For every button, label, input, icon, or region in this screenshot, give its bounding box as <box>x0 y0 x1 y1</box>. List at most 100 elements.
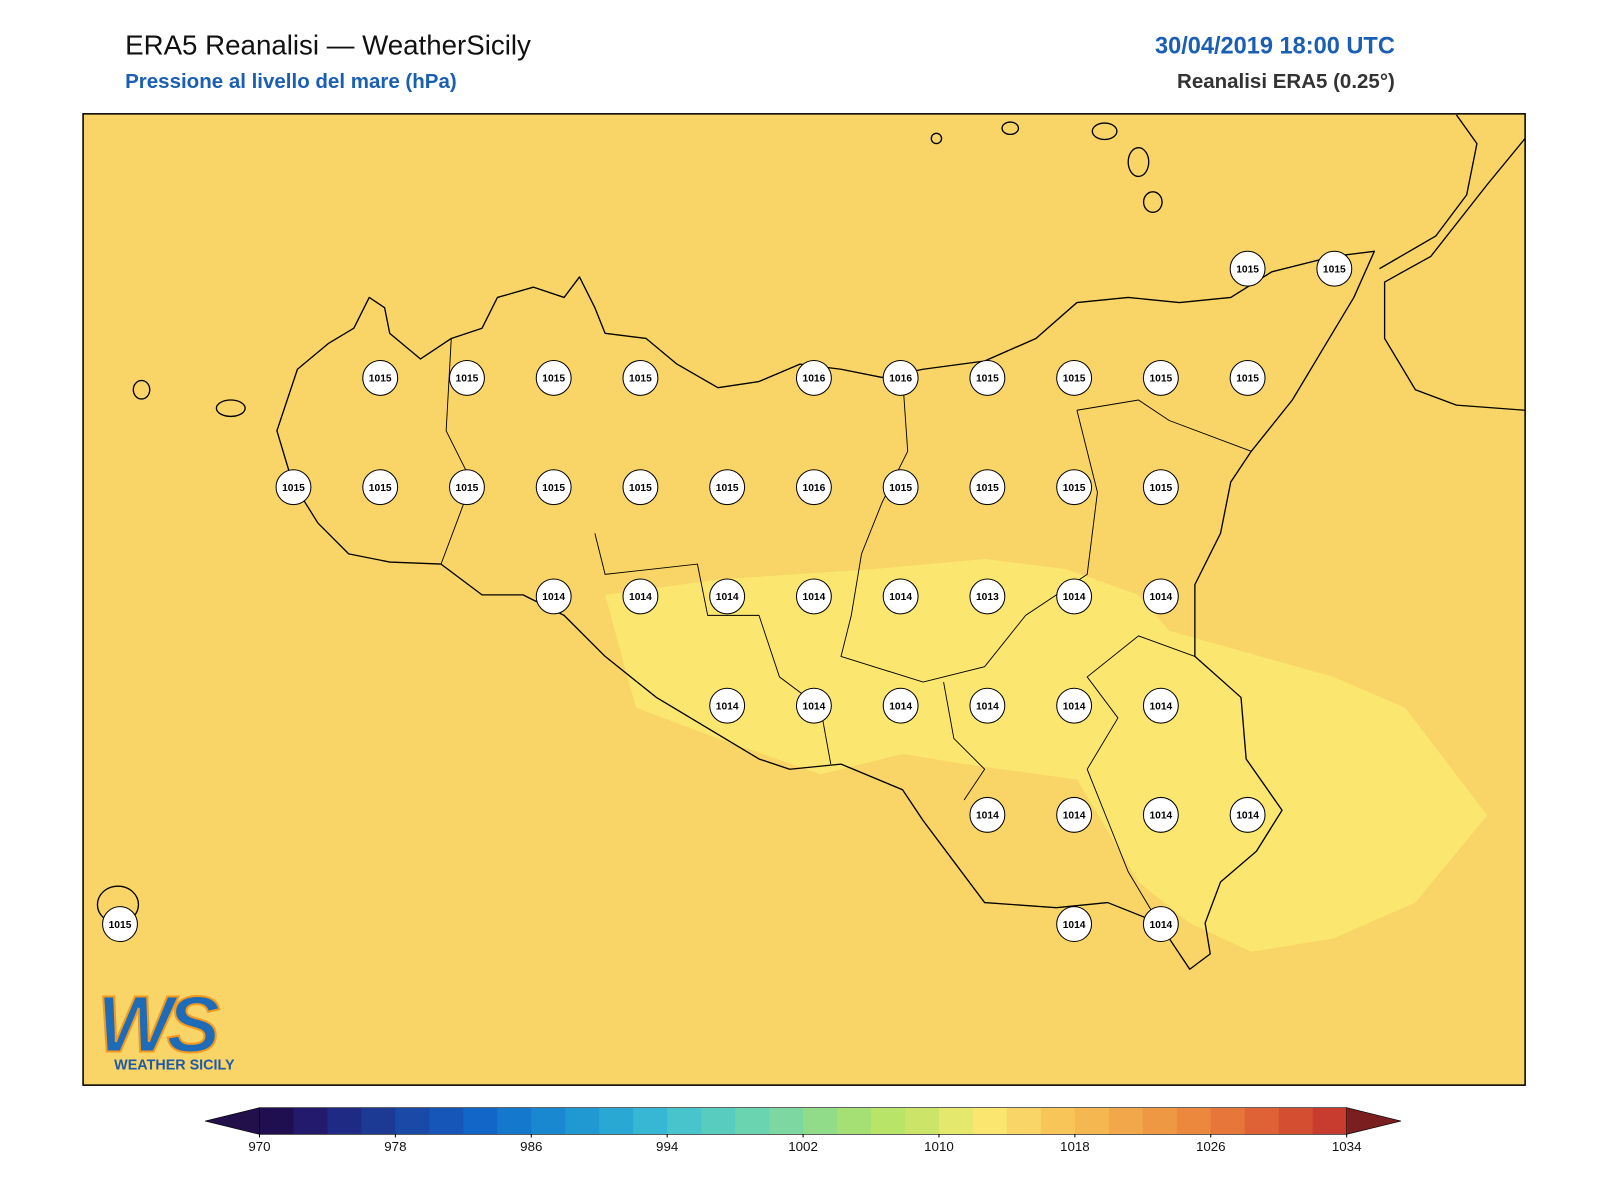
station-value: 1015 <box>629 483 652 494</box>
station-marker <box>622 359 659 396</box>
station-value: 1014 <box>1063 920 1086 931</box>
station-marker <box>1142 687 1179 724</box>
colorbar-swatch <box>871 1107 906 1135</box>
station-marker <box>1316 250 1353 287</box>
island <box>1142 191 1163 213</box>
station-value: 1015 <box>629 374 652 385</box>
station-value: 1014 <box>889 701 912 712</box>
station-value: 1013 <box>976 592 999 603</box>
station-value: 1015 <box>456 483 479 494</box>
station-marker <box>535 359 572 396</box>
station-marker <box>1056 687 1093 724</box>
colorbar-swatch <box>667 1107 702 1135</box>
station-value: 1014 <box>1149 592 1172 603</box>
colorbar-tick-label: 1002 <box>788 1139 818 1154</box>
station-value: 1014 <box>542 592 565 603</box>
station-marker <box>362 359 399 396</box>
station-marker <box>1056 578 1093 615</box>
station-marker <box>709 578 746 615</box>
colorbar-swatch <box>1074 1107 1110 1135</box>
station-value: 1015 <box>369 374 392 385</box>
island <box>1091 122 1118 141</box>
station-marker <box>1142 796 1179 833</box>
station-value: 1014 <box>976 811 999 822</box>
station-value: 1015 <box>1063 374 1086 385</box>
station-layer: 1015 1015 1015 1015 1015 1015 1016 1016 1015 1015… <box>102 250 1353 943</box>
colorbar-tick-label: 986 <box>520 1139 542 1154</box>
station-value: 1014 <box>803 701 826 712</box>
sicily-coast <box>276 250 1376 970</box>
logo-mark: WS <box>97 979 219 1068</box>
colorbar-tick-label: 970 <box>248 1139 270 1154</box>
station-marker <box>622 578 659 615</box>
colorbar-tick-label: 1018 <box>1060 1139 1090 1154</box>
station-marker <box>1142 359 1179 396</box>
station-marker <box>535 578 572 615</box>
station-value: 1015 <box>456 374 479 385</box>
station-value: 1015 <box>1323 264 1346 275</box>
station-marker <box>1142 906 1179 943</box>
station-value: 1015 <box>1236 374 1259 385</box>
station-value: 1014 <box>976 701 999 712</box>
station-value: 1015 <box>1149 374 1172 385</box>
station-marker <box>1056 469 1093 506</box>
colorbar-swatch <box>497 1107 532 1135</box>
station-value: 1015 <box>1236 264 1259 275</box>
station-value: 1016 <box>889 374 912 385</box>
station-marker <box>795 469 832 506</box>
colorbar-swatch <box>633 1107 668 1135</box>
logo: WS WEATHER SICILY <box>96 978 235 1074</box>
colorbar-swatch <box>1278 1107 1314 1135</box>
station-marker <box>1229 359 1266 396</box>
station-value: 1014 <box>1149 701 1172 712</box>
province-border <box>1086 635 1196 924</box>
colorbar-swatch <box>905 1107 940 1135</box>
colorbar-swatch <box>395 1107 430 1135</box>
subtitle: Pressione al livello del mare (hPa) <box>125 70 457 93</box>
station-value: 1016 <box>803 483 826 494</box>
colorbar-over <box>1346 1107 1402 1135</box>
station-marker <box>1142 578 1179 615</box>
colorbar-swatch <box>293 1107 328 1135</box>
station-value: 1015 <box>282 483 305 494</box>
colorbar-tick-label: 1034 <box>1332 1139 1362 1154</box>
station-marker <box>449 469 485 506</box>
station-value: 1015 <box>716 483 739 494</box>
station-value: 1014 <box>1236 811 1259 822</box>
station-marker <box>795 687 832 724</box>
colorbar-swatch <box>259 1107 294 1135</box>
datetime: 30/04/2019 18:00 UTC <box>1155 32 1395 58</box>
colorbar-tick-label: 994 <box>656 1139 679 1154</box>
station-value: 1014 <box>803 592 826 603</box>
station-marker <box>969 359 1006 396</box>
station-value: 1014 <box>1063 701 1086 712</box>
province-border <box>1076 399 1252 452</box>
colorbar-swatch <box>531 1107 566 1135</box>
colorbar-swatch <box>327 1107 362 1135</box>
map-frame <box>82 113 1526 1086</box>
station-marker <box>969 578 1006 615</box>
colorbar-swatch <box>938 1107 974 1135</box>
station-marker <box>1056 796 1093 833</box>
station-marker <box>969 469 1006 506</box>
station-value: 1015 <box>369 483 392 494</box>
colorbar-swatch <box>1040 1107 1076 1135</box>
station-marker <box>882 359 919 396</box>
station-value: 1015 <box>109 920 132 931</box>
colorbar-tick-label: 1026 <box>1196 1139 1226 1154</box>
station-marker <box>969 796 1006 833</box>
colorbar-swatch <box>972 1107 1008 1135</box>
station-value: 1015 <box>1149 483 1172 494</box>
colorbar-swatch <box>599 1107 634 1135</box>
island <box>215 399 246 418</box>
island <box>1001 121 1020 136</box>
station-marker <box>969 687 1006 724</box>
logo-name: WEATHER SICILY <box>114 1058 235 1074</box>
island <box>132 379 151 400</box>
colorbar-swatch <box>429 1107 464 1135</box>
colorbar-swatch <box>769 1107 804 1135</box>
station-value: 1015 <box>542 483 565 494</box>
province-border <box>943 681 986 801</box>
source: Reanalisi ERA5 (0.25°) <box>1177 70 1395 93</box>
